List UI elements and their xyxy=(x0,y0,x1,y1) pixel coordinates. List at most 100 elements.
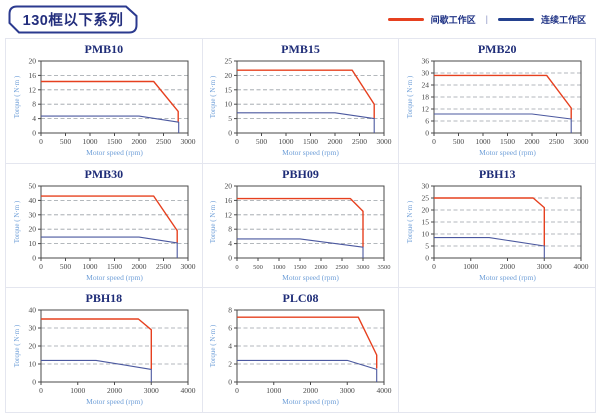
intermittent-legend-line-icon xyxy=(387,17,424,21)
intermittent-zone-curve xyxy=(237,197,365,247)
x-tick-label: 0 xyxy=(236,264,239,271)
continuous-zone-curve xyxy=(434,113,572,133)
y-tick-label: 50 xyxy=(28,181,36,190)
chart-plot-PBH09: 0 4 8 12 16 20 0 500 1000 1500 2000 2500 3000 3500 Mot… xyxy=(209,181,391,282)
y-tick-label: 0 xyxy=(32,378,36,387)
y-tick-label: 40 xyxy=(28,306,36,315)
continuous-legend-label: 连续工作区 xyxy=(540,14,586,25)
x-tick-label: 2000 xyxy=(525,137,540,146)
x-tick-label: 1000 xyxy=(476,137,491,146)
y-tick-label: 25 xyxy=(422,193,430,202)
x-tick-label: 4000 xyxy=(180,386,195,395)
x-tick-label: 0 xyxy=(432,262,436,271)
chart-title: PBH13 xyxy=(478,166,516,181)
x-tick-label: 2000 xyxy=(500,262,515,271)
continuous-legend-line-icon xyxy=(497,17,534,21)
x-tick-label: 4000 xyxy=(377,386,392,395)
chart-plot-PMB15: 0 5 10 15 20 25 0 500 1000 1500 2000 2500 3000 Motor … xyxy=(209,57,392,158)
header: 130框以下系列 间歇工作区 | 连续工作区 xyxy=(0,0,600,38)
chart-cell-PMB30: PMB30 0 10 20 30 40 50 0 500 1000 1500 2000 2500 3000… xyxy=(6,163,203,289)
y-tick-label: 5 xyxy=(425,241,429,250)
x-axis-label: Motor speed (rpm) xyxy=(86,397,143,406)
y-axis-label: Torque ( N·m ) xyxy=(406,75,414,118)
x-tick-label: 0 xyxy=(236,137,240,146)
y-tick-label: 0 xyxy=(229,253,233,262)
y-tick-label: 30 xyxy=(28,324,36,333)
y-axis-label: Torque ( N·m ) xyxy=(13,324,21,367)
chart-title: PMB30 xyxy=(84,166,124,181)
x-tick-label: 2000 xyxy=(315,264,328,271)
x-tick-label: 1000 xyxy=(273,264,286,271)
x-axis-label: Motor speed (rpm) xyxy=(479,148,536,157)
chart-cell-PMB15: PMB15 0 5 10 15 20 25 0 500 1000 1500 2000 2500 3000 M… xyxy=(202,39,400,164)
chart-title: PMB10 xyxy=(84,42,124,56)
y-tick-label: 20 xyxy=(28,57,36,66)
x-tick-label: 1500 xyxy=(303,137,318,146)
x-axis-label: Motor speed (rpm) xyxy=(86,148,143,157)
x-tick-label: 0 xyxy=(39,137,43,146)
x-tick-label: 1500 xyxy=(107,262,122,271)
continuous-zone-curve xyxy=(434,236,546,258)
x-tick-label: 4000 xyxy=(574,262,589,271)
y-axis-label: Torque ( N·m ) xyxy=(209,324,217,367)
y-tick-label: 8 xyxy=(229,306,233,315)
y-tick-label: 6 xyxy=(229,324,233,333)
y-axis-label: Torque ( N·m ) xyxy=(209,75,217,118)
plot-frame xyxy=(236,185,385,259)
y-axis-label: Torque ( N·m ) xyxy=(13,200,21,243)
y-tick-label: 0 xyxy=(229,129,233,138)
x-axis-label: Motor speed (rpm) xyxy=(283,273,340,282)
y-tick-label: 0 xyxy=(425,129,429,138)
x-tick-label: 500 xyxy=(256,137,268,146)
x-tick-label: 3000 xyxy=(377,137,392,146)
continuous-zone-curve xyxy=(40,360,152,383)
title-box-border xyxy=(8,5,138,33)
x-tick-label: 0 xyxy=(39,386,43,395)
intermittent-zone-curve xyxy=(40,318,152,370)
intermittent-zone-curve xyxy=(40,195,178,243)
continuous-zone-curve xyxy=(40,236,178,258)
y-tick-label: 0 xyxy=(229,378,233,387)
x-tick-label: 500 xyxy=(453,137,465,146)
x-axis-label: Motor speed (rpm) xyxy=(283,148,340,157)
x-tick-label: 2500 xyxy=(352,137,367,146)
chart-plot-PMB10: 0 4 8 12 16 20 0 500 1000 1500 2000 2500 3000 Motor s… xyxy=(13,57,196,158)
y-tick-label: 20 xyxy=(422,205,430,214)
y-tick-label: 15 xyxy=(422,217,430,226)
x-tick-label: 1000 xyxy=(82,137,97,146)
y-tick-label: 30 xyxy=(422,69,430,78)
y-tick-label: 40 xyxy=(28,196,36,205)
x-tick-label: 1000 xyxy=(463,262,478,271)
x-tick-label: 2500 xyxy=(156,262,171,271)
legend-separator: | xyxy=(485,14,488,24)
chart-title: PMB15 xyxy=(281,42,320,56)
intermittent-zone-curve xyxy=(434,74,573,119)
y-tick-label: 16 xyxy=(225,196,233,205)
x-tick-label: 3000 xyxy=(574,137,589,146)
x-tick-label: 2500 xyxy=(549,137,564,146)
y-tick-label: 12 xyxy=(422,105,430,114)
x-tick-label: 1000 xyxy=(279,137,294,146)
intermittent-zone-curve xyxy=(237,69,376,119)
y-tick-label: 0 xyxy=(32,129,36,138)
chart-plot-PBH13: 0 5 10 15 20 25 30 0 1000 2000 3000 4000 Motor speed… xyxy=(406,181,589,282)
empty-cell xyxy=(399,288,596,413)
chart-title: PLC08 xyxy=(282,291,319,306)
chart-cell-PMB10: PMB10 0 4 8 12 16 20 0 500 1000 1500 2000 2500 3000 Mo… xyxy=(6,39,203,164)
x-tick-label: 0 xyxy=(39,262,43,271)
x-tick-label: 500 xyxy=(254,264,264,271)
x-tick-label: 1500 xyxy=(500,137,515,146)
y-tick-label: 10 xyxy=(28,239,36,248)
x-tick-label: 3000 xyxy=(180,137,195,146)
x-tick-label: 3000 xyxy=(340,386,355,395)
y-tick-label: 5 xyxy=(229,114,233,123)
chart-cell-PBH09: PBH09 0 4 8 12 16 20 0 500 1000 1500 2000 2500 3000 35… xyxy=(202,163,400,289)
continuous-zone-curve xyxy=(40,115,180,133)
chart-plot-PBH18: 0 10 20 30 40 0 1000 2000 3000 4000 Motor speed (r… xyxy=(13,306,196,407)
x-tick-label: 2000 xyxy=(328,137,343,146)
y-tick-label: 18 xyxy=(422,93,430,102)
x-tick-label: 0 xyxy=(432,137,436,146)
y-tick-label: 10 xyxy=(225,100,233,109)
